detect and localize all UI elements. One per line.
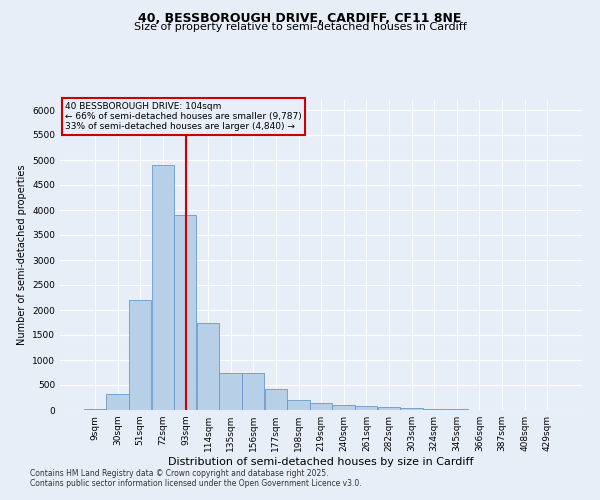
Bar — [355, 406, 377, 410]
Bar — [265, 389, 287, 410]
Bar — [220, 372, 242, 410]
Bar — [242, 372, 265, 410]
Text: 40, BESSBOROUGH DRIVE, CARDIFF, CF11 8NE: 40, BESSBOROUGH DRIVE, CARDIFF, CF11 8NE — [139, 12, 461, 26]
Text: Contains HM Land Registry data © Crown copyright and database right 2025.: Contains HM Land Registry data © Crown c… — [30, 468, 329, 477]
Text: Size of property relative to semi-detached houses in Cardiff: Size of property relative to semi-detach… — [134, 22, 466, 32]
Bar — [400, 408, 422, 410]
Y-axis label: Number of semi-detached properties: Number of semi-detached properties — [17, 165, 26, 345]
Bar — [423, 409, 445, 410]
Bar — [129, 300, 151, 410]
Bar — [332, 405, 355, 410]
Bar — [287, 400, 310, 410]
Bar — [152, 165, 174, 410]
Text: Contains public sector information licensed under the Open Government Licence v3: Contains public sector information licen… — [30, 478, 362, 488]
Text: 40 BESSBOROUGH DRIVE: 104sqm
← 66% of semi-detached houses are smaller (9,787)
3: 40 BESSBOROUGH DRIVE: 104sqm ← 66% of se… — [65, 102, 302, 132]
Bar — [84, 409, 106, 410]
Bar — [174, 215, 196, 410]
Bar — [197, 322, 219, 410]
X-axis label: Distribution of semi-detached houses by size in Cardiff: Distribution of semi-detached houses by … — [168, 457, 474, 467]
Bar — [310, 402, 332, 410]
Bar — [106, 394, 128, 410]
Bar — [377, 407, 400, 410]
